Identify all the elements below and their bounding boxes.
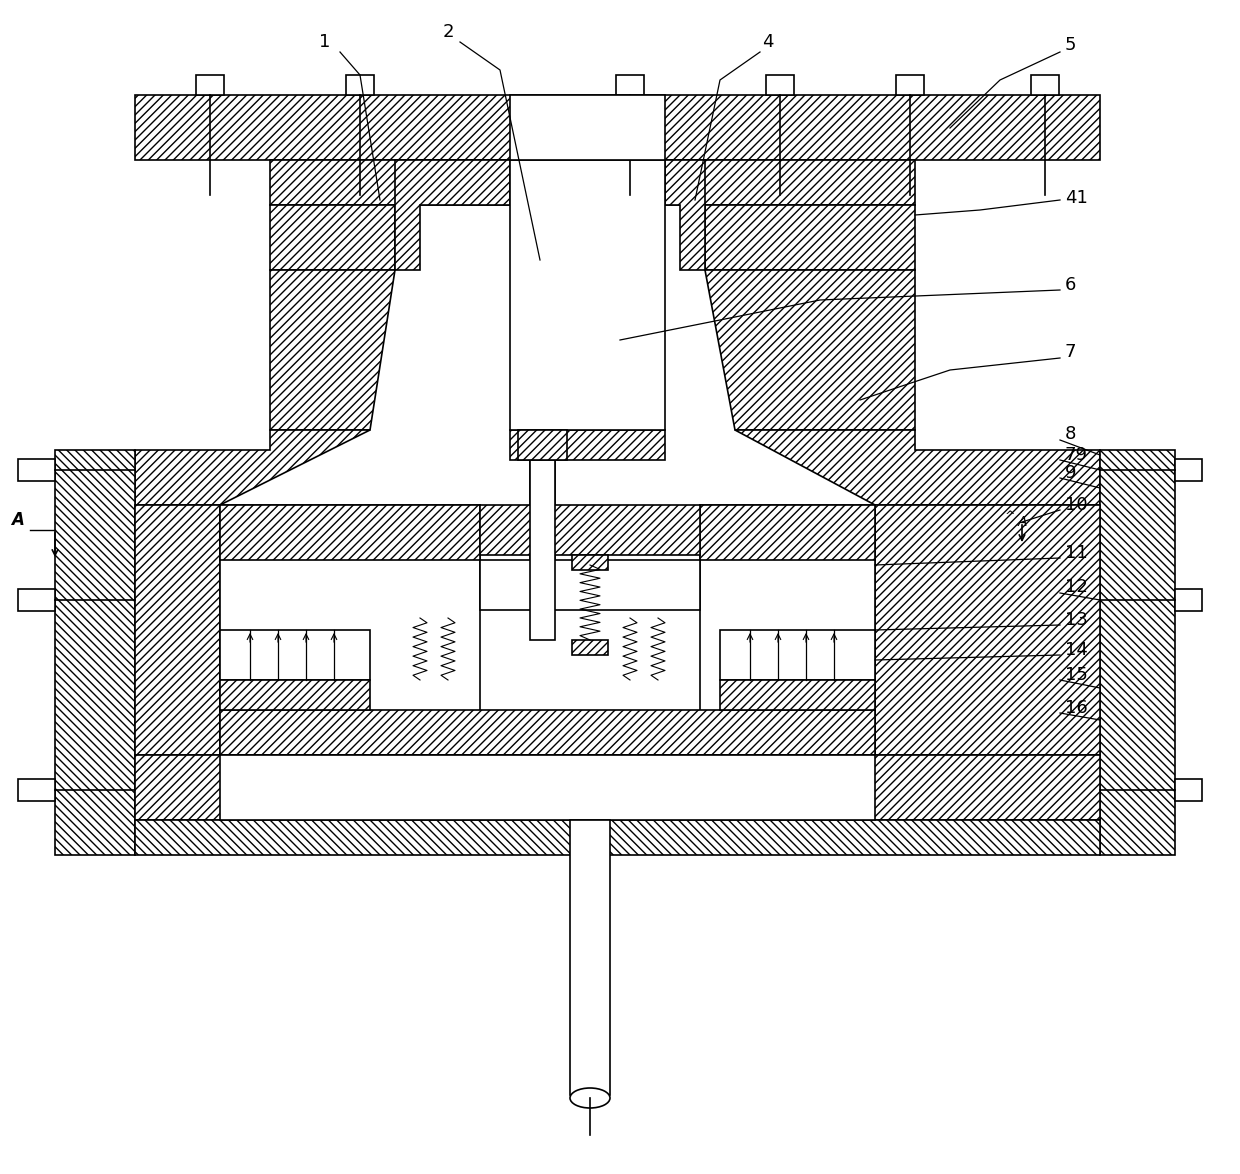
Polygon shape [19, 589, 55, 610]
Polygon shape [720, 630, 875, 680]
Polygon shape [1176, 780, 1202, 801]
Text: 1: 1 [320, 33, 331, 50]
Text: 5: 5 [1065, 36, 1076, 54]
Polygon shape [196, 75, 224, 95]
Polygon shape [510, 430, 665, 505]
Polygon shape [570, 819, 610, 1095]
Text: 16: 16 [1065, 699, 1087, 717]
Polygon shape [346, 75, 374, 95]
Text: 79: 79 [1065, 446, 1087, 464]
Polygon shape [480, 505, 701, 560]
Polygon shape [1176, 459, 1202, 481]
Text: 8: 8 [1065, 425, 1076, 443]
Polygon shape [219, 505, 480, 560]
Polygon shape [701, 505, 875, 755]
Polygon shape [572, 555, 608, 571]
Polygon shape [518, 430, 567, 460]
Polygon shape [1030, 75, 1059, 95]
Polygon shape [1176, 589, 1202, 610]
Text: A: A [11, 511, 25, 529]
Text: 12: 12 [1065, 578, 1087, 596]
Polygon shape [219, 505, 480, 755]
Polygon shape [135, 755, 1100, 819]
Text: 15: 15 [1065, 666, 1087, 684]
Polygon shape [706, 270, 915, 430]
Polygon shape [219, 710, 875, 755]
Polygon shape [616, 75, 644, 95]
Text: A: A [1017, 515, 1027, 529]
Polygon shape [766, 75, 794, 95]
Text: 10: 10 [1065, 495, 1087, 514]
Polygon shape [219, 630, 370, 680]
Polygon shape [135, 430, 370, 505]
Text: 14: 14 [1065, 641, 1087, 659]
Text: 13: 13 [1065, 610, 1087, 629]
Polygon shape [735, 430, 1100, 505]
Polygon shape [572, 640, 608, 655]
Text: 9: 9 [1065, 464, 1076, 483]
Polygon shape [875, 505, 1100, 755]
Text: 7: 7 [1065, 343, 1076, 360]
Polygon shape [510, 160, 665, 430]
Polygon shape [1100, 450, 1176, 855]
Text: 2: 2 [443, 23, 454, 41]
Ellipse shape [570, 1088, 610, 1108]
Polygon shape [396, 160, 510, 270]
Polygon shape [219, 680, 370, 710]
Text: 6: 6 [1065, 276, 1076, 294]
Text: ^: ^ [1004, 510, 1016, 522]
Polygon shape [897, 75, 924, 95]
Polygon shape [510, 95, 665, 160]
Polygon shape [701, 505, 875, 560]
Polygon shape [19, 459, 55, 481]
Polygon shape [665, 160, 706, 270]
Text: 11: 11 [1065, 544, 1087, 562]
Polygon shape [480, 560, 701, 610]
Polygon shape [135, 819, 1100, 855]
Polygon shape [706, 205, 915, 270]
Polygon shape [270, 205, 396, 270]
Polygon shape [270, 270, 396, 430]
Polygon shape [720, 680, 875, 710]
Polygon shape [270, 160, 915, 205]
Polygon shape [529, 460, 556, 640]
Polygon shape [55, 450, 135, 855]
Text: 4: 4 [763, 33, 774, 50]
Polygon shape [19, 780, 55, 801]
Polygon shape [219, 755, 875, 819]
Polygon shape [135, 95, 1100, 160]
Text: 41: 41 [1065, 189, 1087, 207]
Polygon shape [135, 505, 219, 755]
